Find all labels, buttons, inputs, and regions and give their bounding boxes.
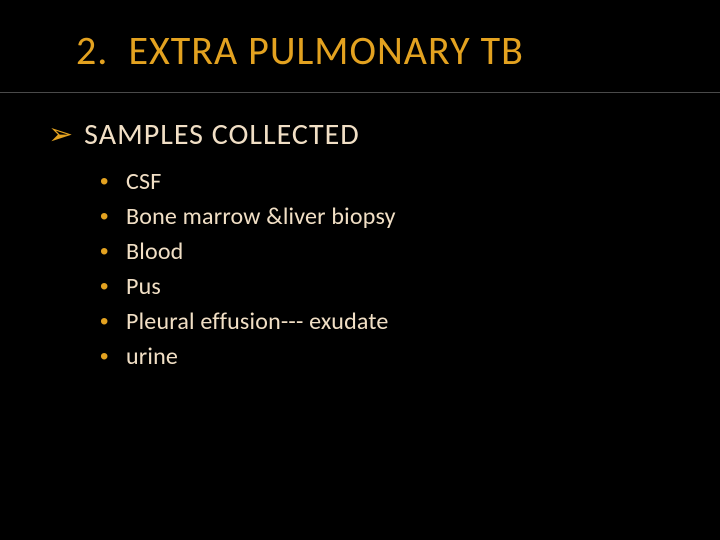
slide: 2. EXTRA PULMONARY TB ➢ SAMPLES COLLECTE… (0, 0, 720, 540)
section-heading: ➢ SAMPLES COLLECTED (48, 116, 360, 153)
section-heading-text: SAMPLES COLLECTED (84, 116, 360, 153)
bullet-icon: • (100, 339, 120, 374)
list-item: • Pus (100, 269, 396, 304)
list-item: • Pleural effusion--- exudate (100, 304, 396, 339)
list-item-text: Bone marrow &liver biopsy (126, 199, 396, 234)
bullet-icon: • (100, 304, 120, 339)
arrow-bullet-icon: ➢ (48, 117, 74, 152)
bullet-icon: • (100, 199, 120, 234)
bullet-icon: • (100, 164, 120, 199)
list-item: • Bone marrow &liver biopsy (100, 199, 396, 234)
bullet-list: • CSF • Bone marrow &liver biopsy • Bloo… (100, 164, 396, 374)
list-item: • urine (100, 339, 396, 374)
list-item: • Blood (100, 234, 396, 269)
slide-title: 2. EXTRA PULMONARY TB (76, 26, 524, 75)
title-divider (0, 90, 720, 93)
list-item-text: Pleural effusion--- exudate (126, 304, 389, 339)
bullet-icon: • (100, 269, 120, 304)
list-item-text: Blood (126, 234, 183, 269)
list-item-text: urine (126, 339, 178, 374)
list-item: • CSF (100, 164, 396, 199)
list-item-text: Pus (126, 269, 161, 304)
bullet-icon: • (100, 234, 120, 269)
list-item-text: CSF (126, 164, 161, 199)
